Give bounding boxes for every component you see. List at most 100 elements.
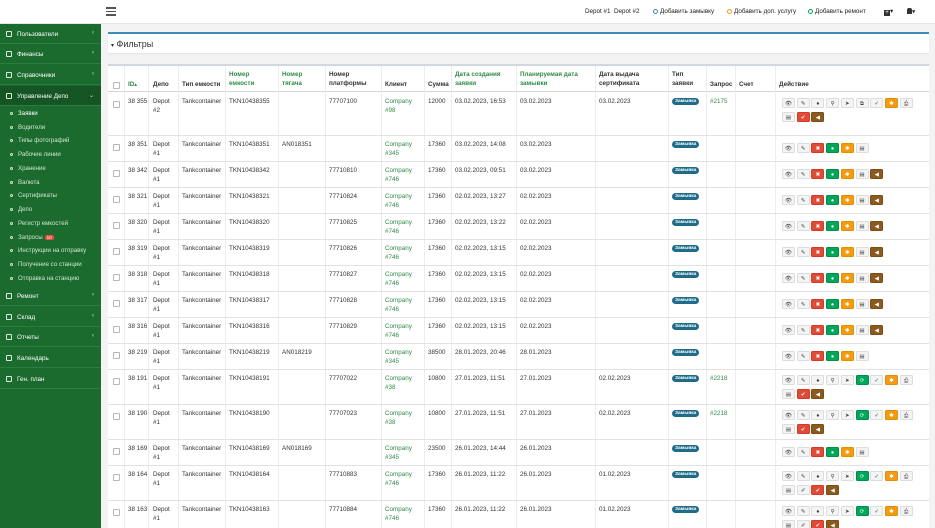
- cell-client-link[interactable]: Company: [385, 445, 412, 452]
- sidebar-item-directories[interactable]: Справочники ‹: [0, 65, 101, 85]
- print-button[interactable]: ⎙: [899, 471, 913, 481]
- document-button[interactable]: ▤: [855, 169, 869, 179]
- cell-client-no[interactable]: #98: [385, 107, 396, 114]
- cell-client-no[interactable]: #38: [385, 384, 396, 391]
- edit-button[interactable]: ✎: [796, 143, 810, 153]
- settings-button[interactable]: ✱: [840, 299, 854, 309]
- cell-client-link[interactable]: Company: [385, 219, 412, 226]
- view-button[interactable]: 👁: [782, 247, 795, 257]
- delete-button[interactable]: ✖: [811, 169, 825, 179]
- print-button[interactable]: ⎙: [899, 375, 913, 385]
- edit-button[interactable]: ✎: [796, 410, 810, 420]
- print-button[interactable]: ⎙: [899, 98, 913, 108]
- settings-button[interactable]: ✱: [840, 325, 854, 335]
- view-button[interactable]: 👁: [782, 351, 795, 361]
- view-button[interactable]: 👁: [782, 325, 795, 335]
- sidebar-item-master-plan[interactable]: Ген. план: [0, 369, 101, 389]
- info-button[interactable]: ●: [811, 506, 825, 516]
- repair-button[interactable]: ✐: [796, 485, 810, 495]
- edit-button[interactable]: ✎: [796, 375, 810, 385]
- cell-client-no[interactable]: #345: [385, 358, 400, 365]
- view-button[interactable]: 👁: [782, 195, 795, 205]
- send-button[interactable]: ➤: [840, 375, 854, 385]
- delete-button[interactable]: ✖: [811, 247, 825, 257]
- settings-button[interactable]: ✱: [884, 471, 898, 481]
- col-header-tank-no[interactable]: Номер емкости: [229, 70, 254, 88]
- delete-button[interactable]: ✖: [811, 143, 825, 153]
- edit-button[interactable]: ✎: [796, 98, 810, 108]
- row-checkbox[interactable]: [113, 352, 120, 359]
- cell-client-no[interactable]: #746: [385, 306, 400, 313]
- row-checkbox[interactable]: [113, 509, 120, 516]
- go-button[interactable]: ●: [826, 195, 840, 205]
- notify-button[interactable]: ◀: [870, 195, 884, 205]
- go-button[interactable]: ●: [826, 169, 840, 179]
- document-button[interactable]: ▤: [855, 195, 869, 205]
- info-button[interactable]: ●: [811, 410, 825, 420]
- filters-panel[interactable]: ▾ Фильтры: [108, 32, 929, 53]
- search-button[interactable]: ⚲: [826, 471, 840, 481]
- cell-client-no[interactable]: #746: [385, 202, 400, 209]
- sidebar-item-repair[interactable]: Ремонт ‹: [0, 286, 101, 306]
- cell-client-link[interactable]: Company: [385, 245, 412, 252]
- row-checkbox[interactable]: [113, 448, 120, 455]
- confirm-button[interactable]: ✔: [796, 112, 810, 122]
- confirm-button[interactable]: ✔: [796, 389, 810, 399]
- delete-button[interactable]: ✖: [811, 221, 825, 231]
- info-button[interactable]: ●: [811, 375, 825, 385]
- row-checkbox[interactable]: [113, 300, 120, 307]
- document-button[interactable]: ▤: [855, 273, 869, 283]
- cell-client-link[interactable]: Company: [385, 271, 412, 278]
- view-button[interactable]: 👁: [782, 375, 795, 385]
- col-header-tractor[interactable]: Номер тягача: [282, 70, 302, 88]
- view-button[interactable]: 👁: [782, 98, 795, 108]
- info-button[interactable]: ●: [811, 98, 825, 108]
- sidebar-item-depot-management[interactable]: Управление Депо ⌄: [0, 86, 101, 106]
- settings-button[interactable]: ✱: [840, 221, 854, 231]
- edit-button[interactable]: ✎: [796, 471, 810, 481]
- cell-client-link[interactable]: Company: [385, 297, 412, 304]
- go-button[interactable]: ●: [826, 447, 840, 457]
- document-button[interactable]: ▤: [782, 112, 795, 122]
- go-button[interactable]: ●: [826, 351, 840, 361]
- document-button[interactable]: ▤: [855, 325, 869, 335]
- sidebar-subitem-tank-register[interactable]: Регистр емкостей: [10, 220, 68, 227]
- send-button[interactable]: ➤: [840, 410, 854, 420]
- notify-button[interactable]: ◀: [870, 247, 884, 257]
- col-header-planned[interactable]: Планируемая дата замывки: [520, 70, 578, 88]
- document-button[interactable]: ▤: [782, 389, 795, 399]
- cell-client-link[interactable]: Company: [385, 471, 412, 478]
- row-checkbox[interactable]: [113, 144, 120, 151]
- edit-button[interactable]: ✎: [796, 447, 810, 457]
- document-button[interactable]: ▤: [855, 143, 869, 153]
- print-button[interactable]: ⎙: [899, 506, 913, 516]
- depot-2-link[interactable]: Depot #2: [614, 8, 640, 15]
- sidebar-subitem-certificates[interactable]: Сертификаты: [10, 192, 57, 199]
- cell-client-link[interactable]: Company: [385, 167, 412, 174]
- settings-button[interactable]: ✱: [840, 169, 854, 179]
- repair-button[interactable]: ✐: [796, 520, 810, 528]
- cell-client-no[interactable]: #746: [385, 480, 400, 487]
- cell-client-link[interactable]: Company: [385, 323, 412, 330]
- settings-button[interactable]: ✱: [840, 447, 854, 457]
- settings-button[interactable]: ✱: [840, 247, 854, 257]
- sidebar-item-reports[interactable]: Отчеты ‹: [0, 327, 101, 347]
- copy-button[interactable]: ⧉: [855, 98, 869, 108]
- cell-client-link[interactable]: Company: [385, 141, 412, 148]
- document-button[interactable]: ▤: [855, 221, 869, 231]
- row-checkbox[interactable]: [113, 274, 120, 281]
- sidebar-item-users[interactable]: Пользователи ‹: [0, 24, 101, 44]
- col-header-id[interactable]: ID▴: [128, 80, 137, 90]
- edit-button[interactable]: ✎: [796, 195, 810, 205]
- view-button[interactable]: 👁: [782, 506, 795, 516]
- edit-button[interactable]: ✎: [796, 169, 810, 179]
- sidebar-item-finance[interactable]: Финансы ‹: [0, 44, 101, 64]
- edit-button[interactable]: ✎: [796, 325, 810, 335]
- refresh-button[interactable]: ⟳: [855, 410, 869, 420]
- document-button[interactable]: ▤: [855, 351, 869, 361]
- sidebar-subitem-storage[interactable]: Хранение: [10, 165, 46, 172]
- document-button[interactable]: ▤: [782, 424, 795, 434]
- document-button[interactable]: ▤: [855, 447, 869, 457]
- check-button[interactable]: ✓: [870, 375, 884, 385]
- go-button[interactable]: ●: [826, 247, 840, 257]
